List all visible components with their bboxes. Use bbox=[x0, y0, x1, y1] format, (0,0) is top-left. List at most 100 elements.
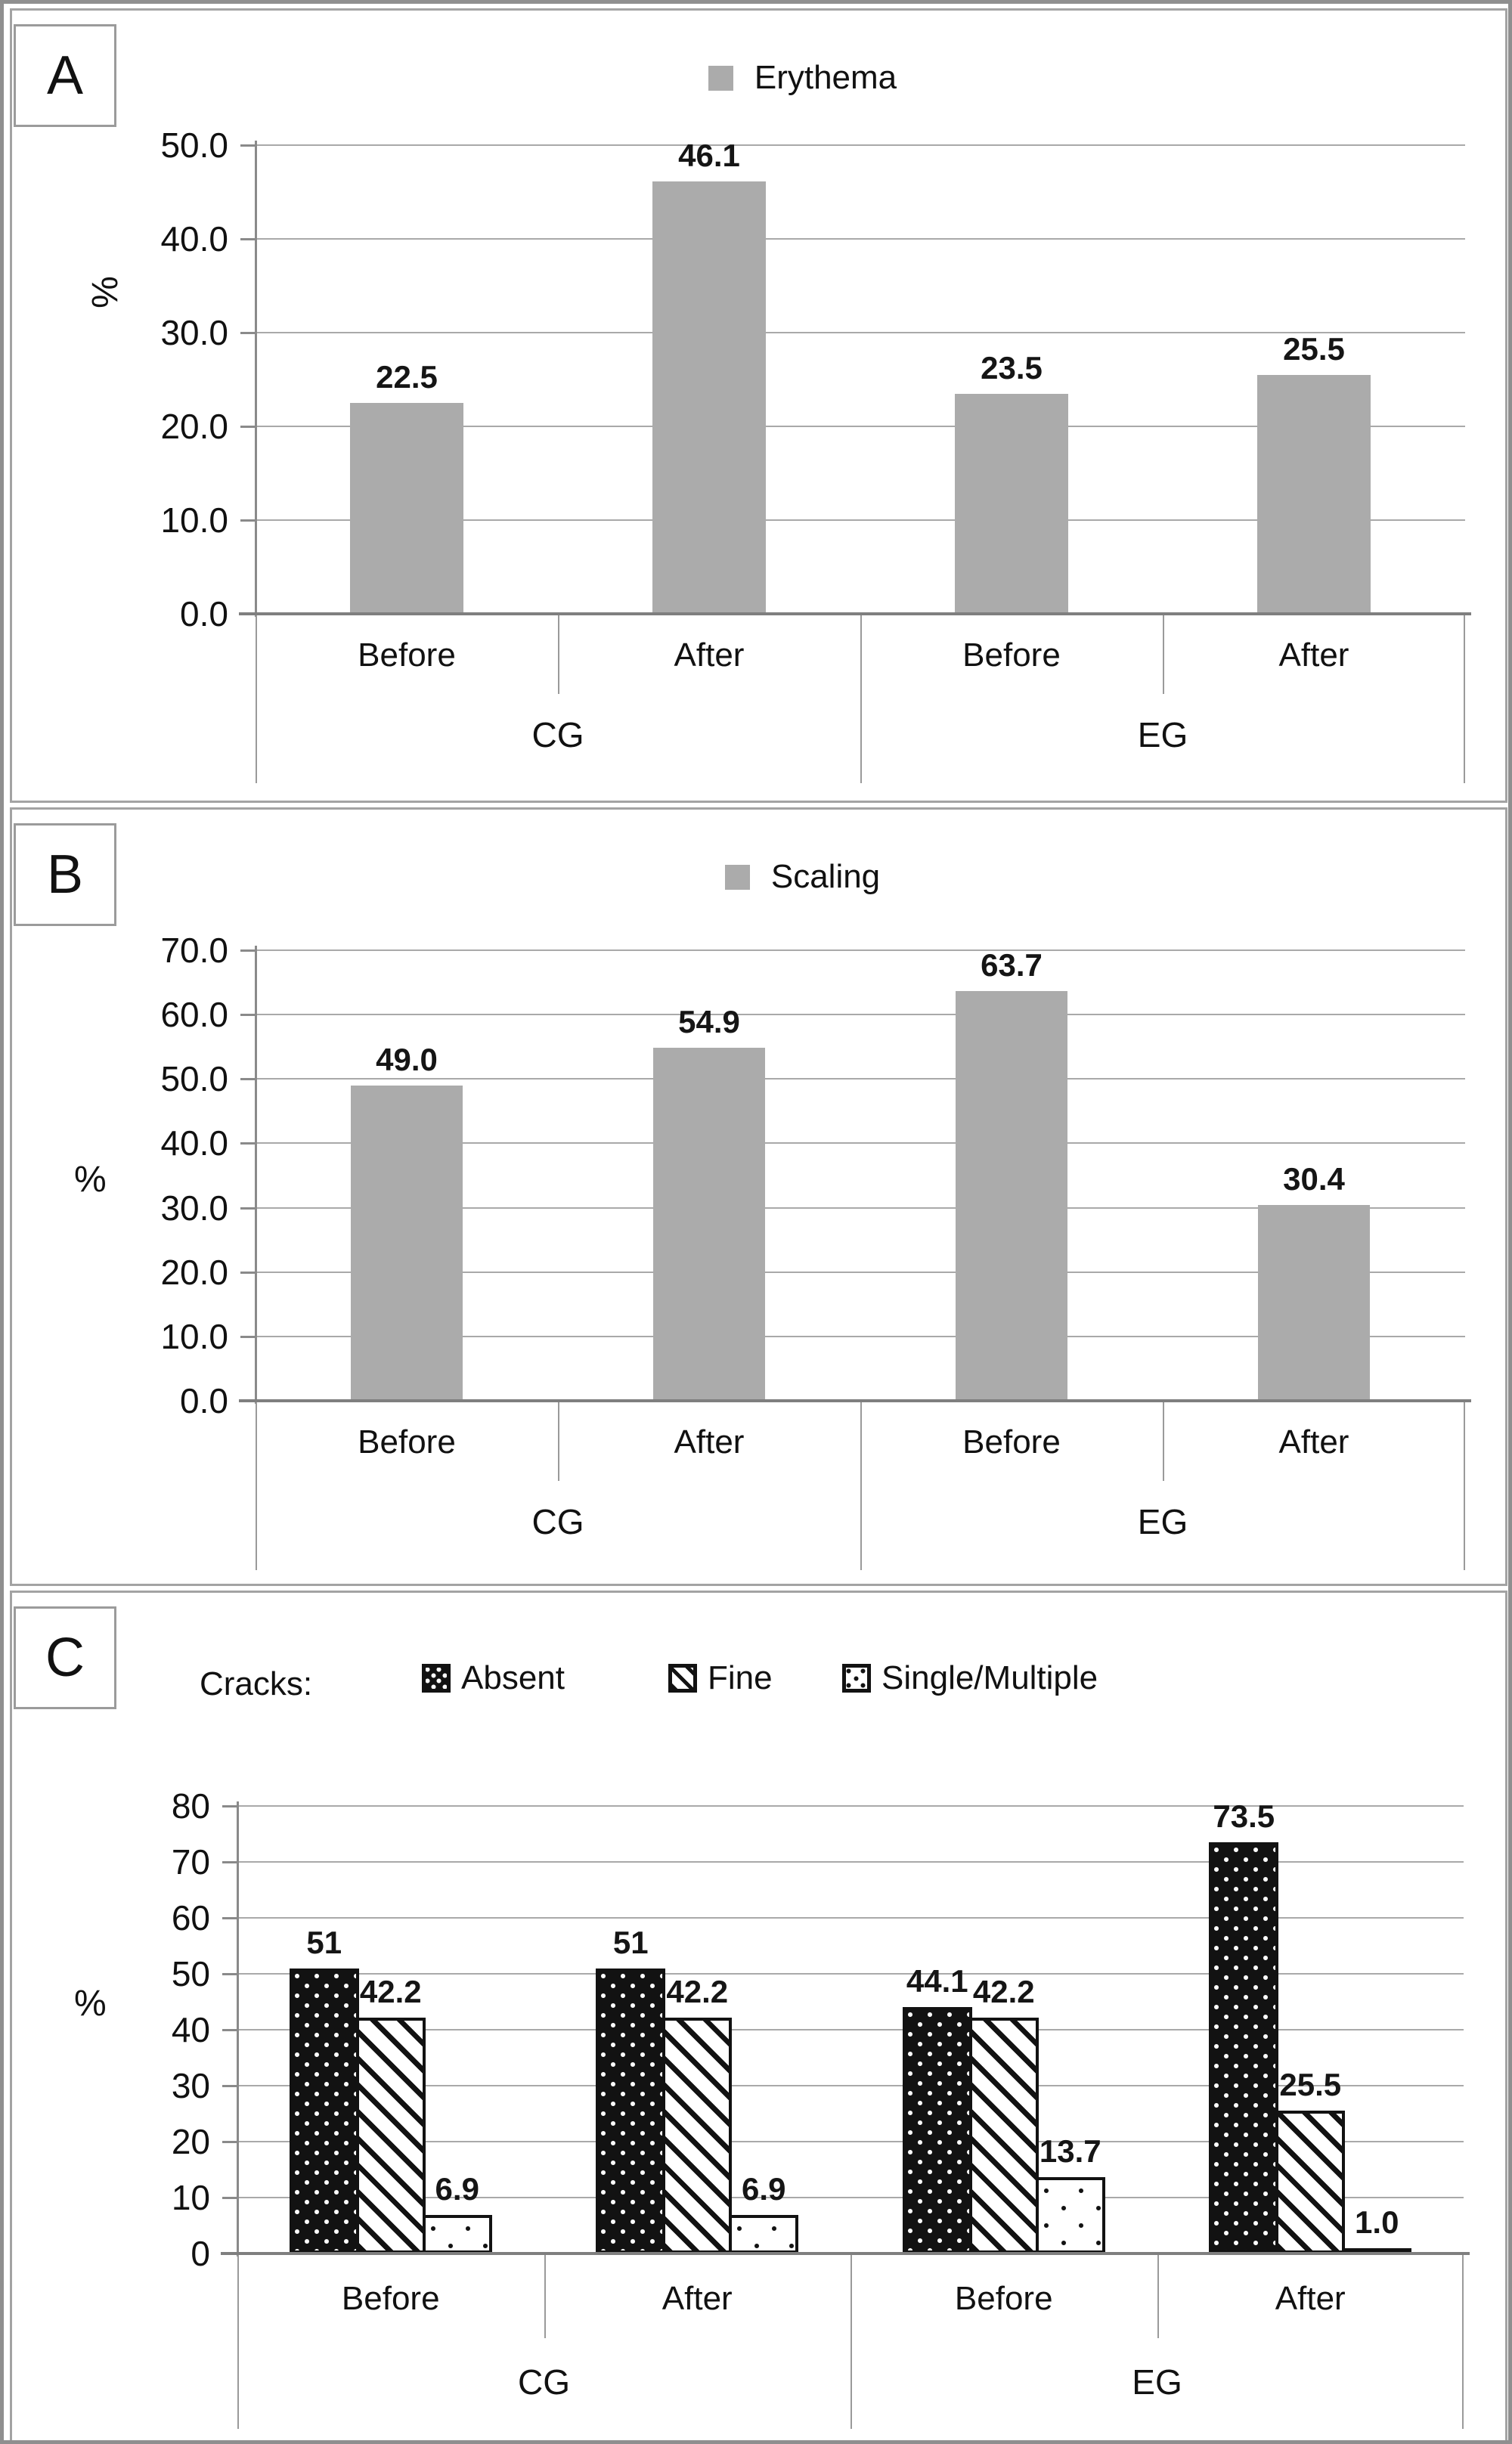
value-label-fine-1: 42.2 bbox=[666, 1973, 729, 2009]
bar-erythema-2 bbox=[955, 393, 1068, 614]
axis-separator-cat-1 bbox=[544, 2253, 546, 2338]
axis-separator-left bbox=[256, 1401, 257, 1570]
panel-b: B Scaling % 0.0 10.0 20.0 30.0 40.0 50.0 60.0 7… bbox=[10, 807, 1507, 1586]
y-tick-label-30: 30.0 bbox=[160, 1188, 228, 1228]
x-category-label-2: Before bbox=[954, 2280, 1053, 2317]
value-label-absent-0: 51 bbox=[306, 1924, 342, 1960]
panel-b-y-axis-title: % bbox=[74, 1160, 107, 1200]
x-group-label-cg: CG bbox=[518, 2362, 570, 2402]
gridline-y-50 bbox=[237, 1973, 1464, 1975]
axis-separator-right bbox=[1464, 614, 1465, 783]
axis-separator-right bbox=[1462, 2253, 1464, 2429]
y-tick-mark-40 bbox=[222, 2029, 237, 2031]
gridline-y-50 bbox=[256, 144, 1465, 146]
gridline-y-10 bbox=[256, 1335, 1465, 1337]
y-tick-label-60: 60 bbox=[171, 1898, 210, 1938]
legend-swatch-scaling bbox=[724, 864, 750, 890]
gridline-y-80 bbox=[237, 1805, 1464, 1807]
bar-single-multiple-0 bbox=[422, 2214, 492, 2253]
x-category-label-1: After bbox=[674, 1423, 745, 1461]
panel-c-legend: Cracks: Absent Fine Single/Multiple bbox=[12, 1659, 1505, 1705]
y-tick-mark-30 bbox=[240, 1207, 256, 1210]
gridline-y-30 bbox=[256, 332, 1465, 333]
y-tick-label-20: 20.0 bbox=[160, 407, 228, 446]
panel-c-y-axis-title: % bbox=[74, 1984, 107, 2024]
axis-separator-group bbox=[850, 2253, 852, 2429]
value-label-scaling-0: 49.0 bbox=[376, 1041, 438, 1077]
gridline-y-60 bbox=[237, 1917, 1464, 1919]
gridline-y-60 bbox=[256, 1014, 1465, 1016]
y-tick-mark-70 bbox=[240, 949, 256, 952]
gridline-y-20 bbox=[237, 2141, 1464, 2142]
y-tick-mark-10 bbox=[240, 1335, 256, 1338]
legend-label-erythema: Erythema bbox=[754, 59, 897, 96]
gridline-y-30 bbox=[256, 1207, 1465, 1209]
y-tick-label-0: 0 bbox=[191, 2234, 210, 2273]
legend-title-cracks: Cracks: bbox=[200, 1665, 313, 1702]
value-label-absent-2: 44.1 bbox=[906, 1962, 968, 1999]
bar-single-multiple-2 bbox=[1035, 2176, 1105, 2253]
x-category-label-0: Before bbox=[341, 2280, 440, 2317]
value-label-absent-1: 51 bbox=[612, 1924, 649, 1960]
y-tick-mark-70 bbox=[222, 1861, 237, 1863]
bar-erythema-0 bbox=[350, 403, 463, 614]
gridline-y-10 bbox=[237, 2197, 1464, 2198]
bar-scaling-0 bbox=[351, 1085, 463, 1401]
y-tick-label-80: 80 bbox=[171, 1786, 210, 1826]
y-tick-label-50: 50 bbox=[171, 1954, 210, 1993]
y-tick-label-40: 40.0 bbox=[160, 219, 228, 259]
value-label-single-multiple-1: 6.9 bbox=[742, 2170, 786, 2207]
legend-item-single-multiple: Single/Multiple bbox=[842, 1659, 1098, 1697]
x-category-label-3: After bbox=[1275, 2280, 1346, 2317]
axis-separator-cat-1 bbox=[558, 614, 559, 694]
y-tick-label-0: 0.0 bbox=[180, 1381, 228, 1420]
y-tick-label-10: 10.0 bbox=[160, 500, 228, 540]
bar-fine-1 bbox=[662, 2017, 733, 2253]
legend-label-absent: Absent bbox=[461, 1659, 565, 1696]
y-tick-mark-30 bbox=[222, 2085, 237, 2087]
panel-a-letter: A bbox=[46, 45, 84, 106]
y-tick-label-70: 70 bbox=[171, 1842, 210, 1882]
axis-separator-left bbox=[237, 2253, 239, 2429]
x-axis-line bbox=[221, 2252, 1470, 2255]
value-label-erythema-1: 46.1 bbox=[678, 138, 740, 174]
gridline-y-70 bbox=[237, 1861, 1464, 1863]
bar-fine-2 bbox=[968, 2017, 1039, 2253]
y-tick-label-40: 40 bbox=[171, 2010, 210, 2049]
y-tick-label-60: 60.0 bbox=[160, 995, 228, 1035]
value-label-erythema-0: 22.5 bbox=[376, 359, 438, 395]
y-tick-label-40: 40.0 bbox=[160, 1123, 228, 1163]
panel-b-letter: B bbox=[46, 844, 84, 905]
bar-erythema-1 bbox=[652, 181, 766, 614]
legend-label-fine: Fine bbox=[708, 1659, 773, 1696]
y-tick-mark-50 bbox=[222, 1973, 237, 1975]
x-category-label-3: After bbox=[1278, 1423, 1349, 1461]
legend-swatch-erythema bbox=[708, 65, 733, 91]
y-axis-line bbox=[237, 1801, 239, 2257]
x-category-label-2: Before bbox=[962, 637, 1061, 674]
gridline-y-20 bbox=[256, 1271, 1465, 1273]
value-label-absent-3: 73.5 bbox=[1213, 1798, 1275, 1835]
bar-scaling-2 bbox=[956, 990, 1067, 1401]
y-tick-mark-20 bbox=[240, 1271, 256, 1274]
value-label-fine-0: 42.2 bbox=[359, 1973, 422, 2009]
y-tick-label-10: 10.0 bbox=[160, 1316, 228, 1356]
x-category-label-0: Before bbox=[358, 1423, 456, 1461]
y-tick-mark-30 bbox=[240, 332, 256, 334]
panel-a-y-axis-title: % bbox=[85, 276, 125, 308]
y-axis-line bbox=[255, 946, 257, 1404]
panel-b-letter-box: B bbox=[14, 823, 116, 926]
value-label-erythema-3: 25.5 bbox=[1283, 330, 1345, 367]
x-category-label-1: After bbox=[662, 2280, 733, 2317]
x-category-label-1: After bbox=[674, 637, 745, 674]
x-axis-line bbox=[239, 1399, 1471, 1402]
y-tick-mark-10 bbox=[222, 2197, 237, 2199]
value-label-fine-2: 42.2 bbox=[972, 1973, 1035, 2009]
y-tick-mark-10 bbox=[240, 519, 256, 522]
gridline-y-40 bbox=[256, 1142, 1465, 1145]
gridline-y-40 bbox=[256, 238, 1465, 240]
y-tick-mark-20 bbox=[240, 426, 256, 428]
y-tick-label-10: 10 bbox=[171, 2178, 210, 2217]
x-category-label-2: Before bbox=[962, 1423, 1061, 1461]
